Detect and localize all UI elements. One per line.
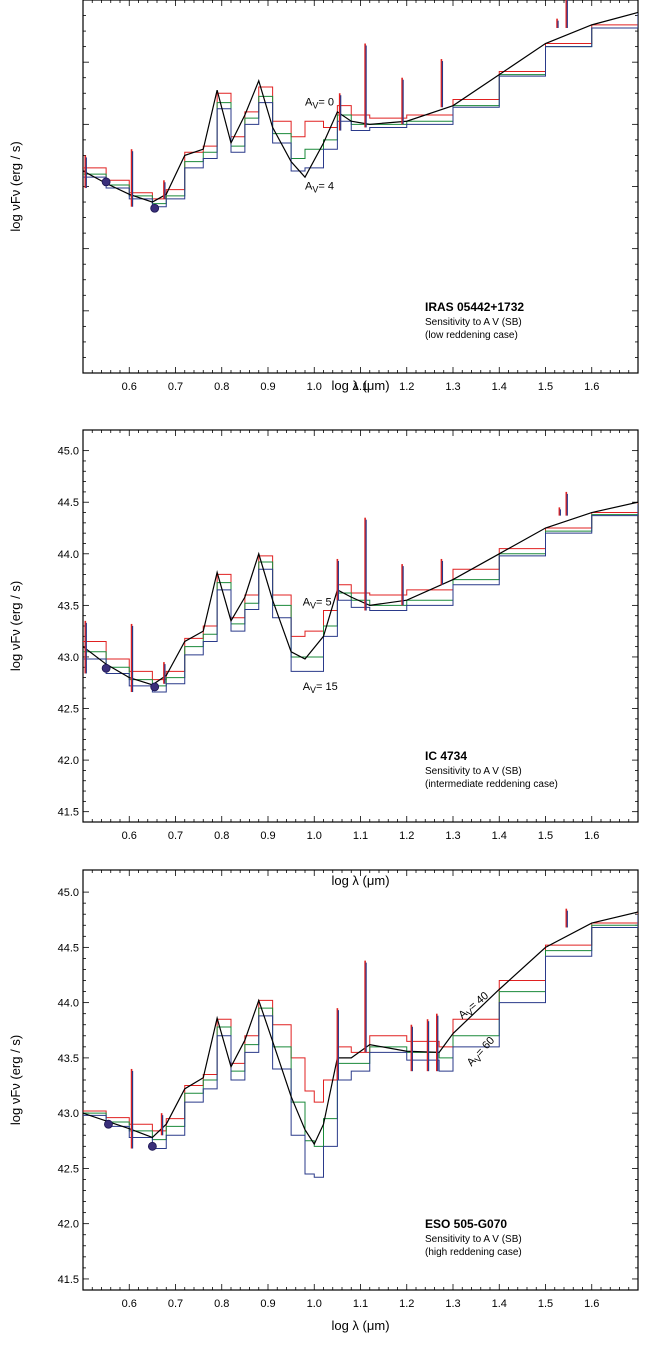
x-tick-label: 1.6 [584,830,599,842]
x-tick-label: 1.0 [307,1298,322,1310]
y-tick-label: 43.0 [58,1108,79,1120]
y-tick-label: 44.5 [58,497,79,509]
x-tick-label: 1.1 [353,1298,368,1310]
panel-1: 0.6 0.7 0.8 0.9 1.0 1.1 1.2 1.3 1.4 1.5 1.6 log λ (… [8,0,639,393]
curve-label-2: AV= 4 [305,181,334,195]
series-line-2 [83,914,638,1147]
y-tick-label: 43.5 [58,1053,79,1065]
annotation-line-1: Sensitivity to A V (SB) [425,766,522,777]
x-tick-label: 1.3 [445,381,460,393]
y-tick-label: 42.5 [58,704,79,716]
photometry-point [104,1119,113,1129]
y-tick-label: 41.5 [58,1274,79,1286]
x-tick-label: 1.3 [445,830,460,842]
x-tick-label: 1.6 [584,1298,599,1310]
series-line-2 [83,504,638,687]
annotation-line-2: (high reddening case) [425,1247,522,1258]
y-tick-label: 45.0 [58,446,79,458]
x-axis-label: log λ (μm) [331,378,389,393]
panel-2: 0.6 0.7 0.8 0.9 1.0 1.1 1.2 1.3 1.4 1.5 1.6 41.5 42.… [8,429,639,888]
x-tick-label: 0.8 [214,381,229,393]
y-tick-label: 43.5 [58,600,79,612]
y-axis-label: log νFν (erg / s) [8,581,23,671]
annotation-line-1: Sensitivity to A V (SB) [425,1234,522,1245]
x-tick-label: 1.0 [307,830,322,842]
y-tick-label: 43.0 [58,652,79,664]
curve-label-2: AV= 60 [465,1035,499,1070]
x-tick-label: 1.1 [353,830,368,842]
x-tick-label: 0.9 [260,830,275,842]
y-tick-label: 44.0 [58,998,79,1010]
series-line-4 [83,501,638,686]
series-line-4 [83,911,638,1146]
plot-frame [82,869,639,1291]
series-line-3 [83,12,638,208]
series-group [83,491,638,693]
x-tick-label: 1.6 [584,381,599,393]
y-tick-label: 42.5 [58,1163,79,1175]
y-tick-label: 42.0 [58,755,79,767]
x-tick-label: 0.9 [260,1298,275,1310]
y-axis-label: log νFν (erg / s) [8,141,23,231]
series-line-1 [83,912,638,1132]
plot-frame [82,0,639,374]
y-tick-label: 41.5 [58,807,79,819]
x-tick-label: 0.6 [122,381,137,393]
series-line-1 [83,12,638,200]
x-tick-label: 1.3 [445,1298,460,1310]
x-tick-label: 1.5 [538,830,553,842]
x-tick-label: 1.4 [492,830,507,842]
annotation-title: IRAS 05442+1732 [425,300,524,314]
series-group [83,908,638,1178]
y-tick-label: 44.5 [58,942,79,954]
x-tick-label: 1.2 [399,830,414,842]
x-tick-label: 0.8 [214,1298,229,1310]
y-tick-label: 45.0 [58,887,79,899]
x-tick-label: 1.1 [353,381,368,393]
x-tick-label: 0.8 [214,830,229,842]
x-axis-label: log λ (μm) [331,873,389,888]
series-group [83,0,638,208]
x-tick-label: 1.5 [538,381,553,393]
y-tick-label: 42.0 [58,1219,79,1231]
photometry-point [101,177,111,187]
curve-label-1: AV= 40 [456,990,492,1023]
x-tick-label: 0.6 [122,830,137,842]
curve-label-1: AV= 0 [305,97,334,111]
series-line-3 [83,504,638,693]
x-tick-label: 1.2 [399,1298,414,1310]
x-tick-label: 0.7 [168,1298,183,1310]
series-line-2 [83,12,638,205]
x-tick-label: 1.2 [399,381,414,393]
panel-3: 0.6 0.7 0.8 0.9 1.0 1.1 1.2 1.3 1.4 1.5 1.6 41.5 42.… [8,869,639,1333]
x-tick-label: 1.0 [307,381,322,393]
photometry-point [150,203,160,213]
x-tick-label: 0.9 [260,381,275,393]
x-tick-label: 0.7 [168,381,183,393]
annotation-line-2: (low reddening case) [425,330,518,341]
series-line-1 [83,502,638,681]
photometry-point [150,682,160,692]
series-line-4 [83,11,638,203]
curve-label-2: AV= 15 [303,681,338,695]
x-tick-label: 1.5 [538,1298,553,1310]
x-tick-label: 1.4 [492,381,507,393]
annotation-line-2: (intermediate reddening case) [425,779,558,790]
photometry-point [147,1141,157,1151]
plot-frame [82,429,639,823]
x-tick-label: 0.7 [168,830,183,842]
y-tick-label: 44.0 [58,549,79,561]
y-axis-label: log νFν (erg / s) [8,1035,23,1125]
photometry-point [101,663,111,673]
curve-label-1: AV= 5 [303,596,332,610]
x-tick-label: 0.6 [122,1298,137,1310]
annotation-title: ESO 505-G070 [425,1217,507,1231]
x-axis-label: log λ (μm) [331,1318,389,1333]
annotation-line-1: Sensitivity to A V (SB) [425,317,522,328]
annotation-title: IC 4734 [425,749,467,763]
x-tick-label: 1.4 [492,1298,507,1310]
series-line-3 [83,914,638,1178]
